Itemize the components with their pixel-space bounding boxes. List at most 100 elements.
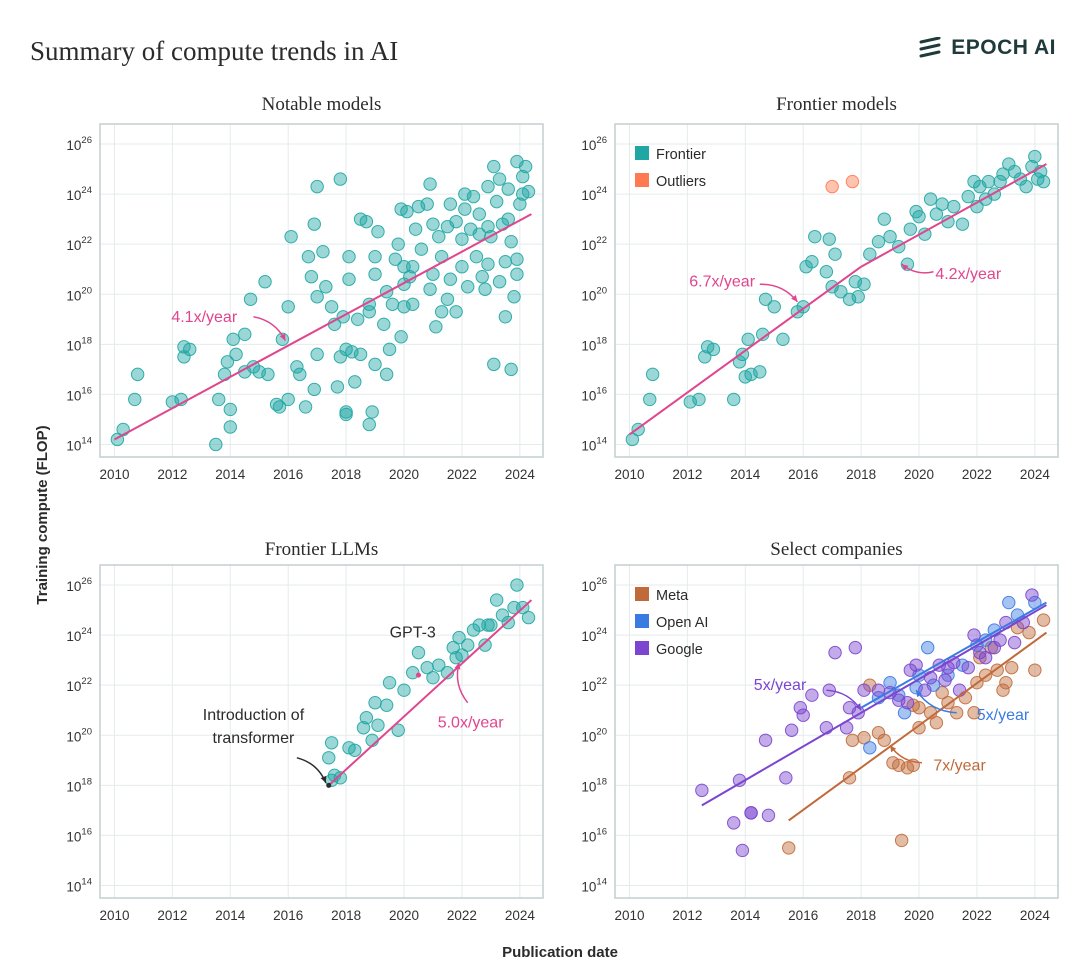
data-point: [481, 219, 495, 234]
data-point: [394, 330, 408, 344]
x-tick-label: 2018: [331, 467, 361, 482]
data-point: [406, 665, 420, 680]
data-point: [461, 638, 475, 652]
data-point: [978, 650, 993, 665]
data-point: [871, 234, 886, 249]
data-point: [805, 688, 819, 702]
trend-line: [628, 265, 862, 436]
data-point: [877, 733, 891, 747]
brand-name: EPOCH AI: [951, 36, 1056, 59]
plot-frame: [614, 564, 1059, 899]
arrow-head: [320, 775, 327, 783]
data-point: [923, 192, 938, 206]
y-tick-label: 1014: [66, 876, 92, 894]
data-point: [1028, 663, 1042, 677]
y-tick-label: 1022: [66, 676, 92, 694]
data-point: [481, 618, 495, 632]
data-point: [935, 197, 949, 211]
panel-3: Select companies 2010 2012 2014 2016 2018 2020…: [581, 539, 1059, 923]
data-point: [397, 300, 411, 314]
trend-line: [328, 599, 533, 787]
data-point: [912, 701, 926, 715]
data-point: [411, 199, 426, 214]
trend-line: [860, 163, 1047, 268]
y-tick-label: 1024: [581, 626, 607, 644]
data-point: [842, 292, 857, 306]
data-point: [1028, 149, 1042, 164]
data-point: [293, 367, 307, 382]
data-point: [952, 683, 967, 697]
brand-logo: EPOCH AI: [919, 36, 1056, 60]
data-point: [423, 282, 437, 296]
y-tick-label: 1014: [581, 876, 607, 894]
data-point: [1007, 635, 1022, 650]
data-point: [362, 417, 376, 432]
y-tick-label: 1022: [581, 235, 607, 253]
y-tick-label: 1024: [581, 185, 607, 203]
data-point: [784, 723, 799, 737]
data-point: [894, 833, 909, 848]
data-point: [304, 270, 319, 284]
data-point: [981, 174, 996, 189]
data-point: [510, 267, 524, 281]
data-point: [426, 217, 440, 231]
data-point: [365, 405, 379, 419]
data-point: [822, 232, 836, 246]
data-point: [695, 783, 709, 798]
data-point: [796, 708, 810, 722]
data-point: [307, 382, 321, 397]
plot-frame: [614, 123, 1059, 458]
data-point: [434, 305, 449, 319]
y-tick-label: 1020: [581, 285, 607, 303]
data-point: [440, 292, 455, 306]
annotation-arrow: [296, 757, 327, 784]
data-point: [377, 317, 391, 332]
data-point: [492, 172, 507, 186]
x-tick-label: 2020: [904, 467, 934, 482]
data-point: [1036, 613, 1051, 627]
data-point: [683, 395, 697, 409]
data-point: [443, 197, 458, 211]
data-point: [912, 209, 926, 224]
data-point: [449, 214, 463, 229]
y-tick-label: 1026: [581, 135, 607, 153]
data-point: [261, 367, 275, 382]
y-tick-label: 1018: [66, 776, 92, 794]
plot-frame: [99, 564, 544, 899]
data-point: [382, 342, 397, 357]
x-tick-label: 2018: [331, 908, 361, 923]
data-point: [897, 706, 912, 720]
data-point: [744, 367, 758, 382]
data-point: [504, 362, 518, 377]
data-point: [455, 260, 469, 274]
data-point: [793, 701, 808, 715]
data-point: [805, 255, 819, 269]
data-point: [510, 252, 524, 266]
data-point: [741, 332, 755, 347]
data-point: [498, 310, 513, 324]
data-point: [316, 244, 330, 259]
data-point: [918, 683, 932, 697]
data-point: [1019, 179, 1033, 194]
x-tick-label: 2018: [846, 467, 876, 482]
data-point: [429, 320, 443, 334]
legend-label: Google: [656, 642, 703, 658]
data-point: [356, 721, 371, 735]
data-point: [481, 179, 495, 194]
panel-title: Notable models: [262, 94, 382, 115]
data-point: [368, 357, 382, 372]
trend-marker: [415, 672, 421, 678]
data-point: [929, 716, 944, 730]
data-point: [290, 360, 304, 374]
data-point: [706, 342, 721, 357]
legend-swatch: [635, 173, 649, 187]
y-tick-label: 1018: [581, 776, 607, 794]
arrow-head: [916, 690, 923, 698]
data-point: [727, 392, 741, 407]
y-tick-label: 1022: [581, 676, 607, 694]
data-point: [443, 272, 458, 286]
data-point: [362, 305, 376, 319]
trend-line: [860, 601, 1047, 709]
annotation-label: 4.2x/year: [935, 266, 1001, 283]
data-point: [507, 290, 521, 304]
